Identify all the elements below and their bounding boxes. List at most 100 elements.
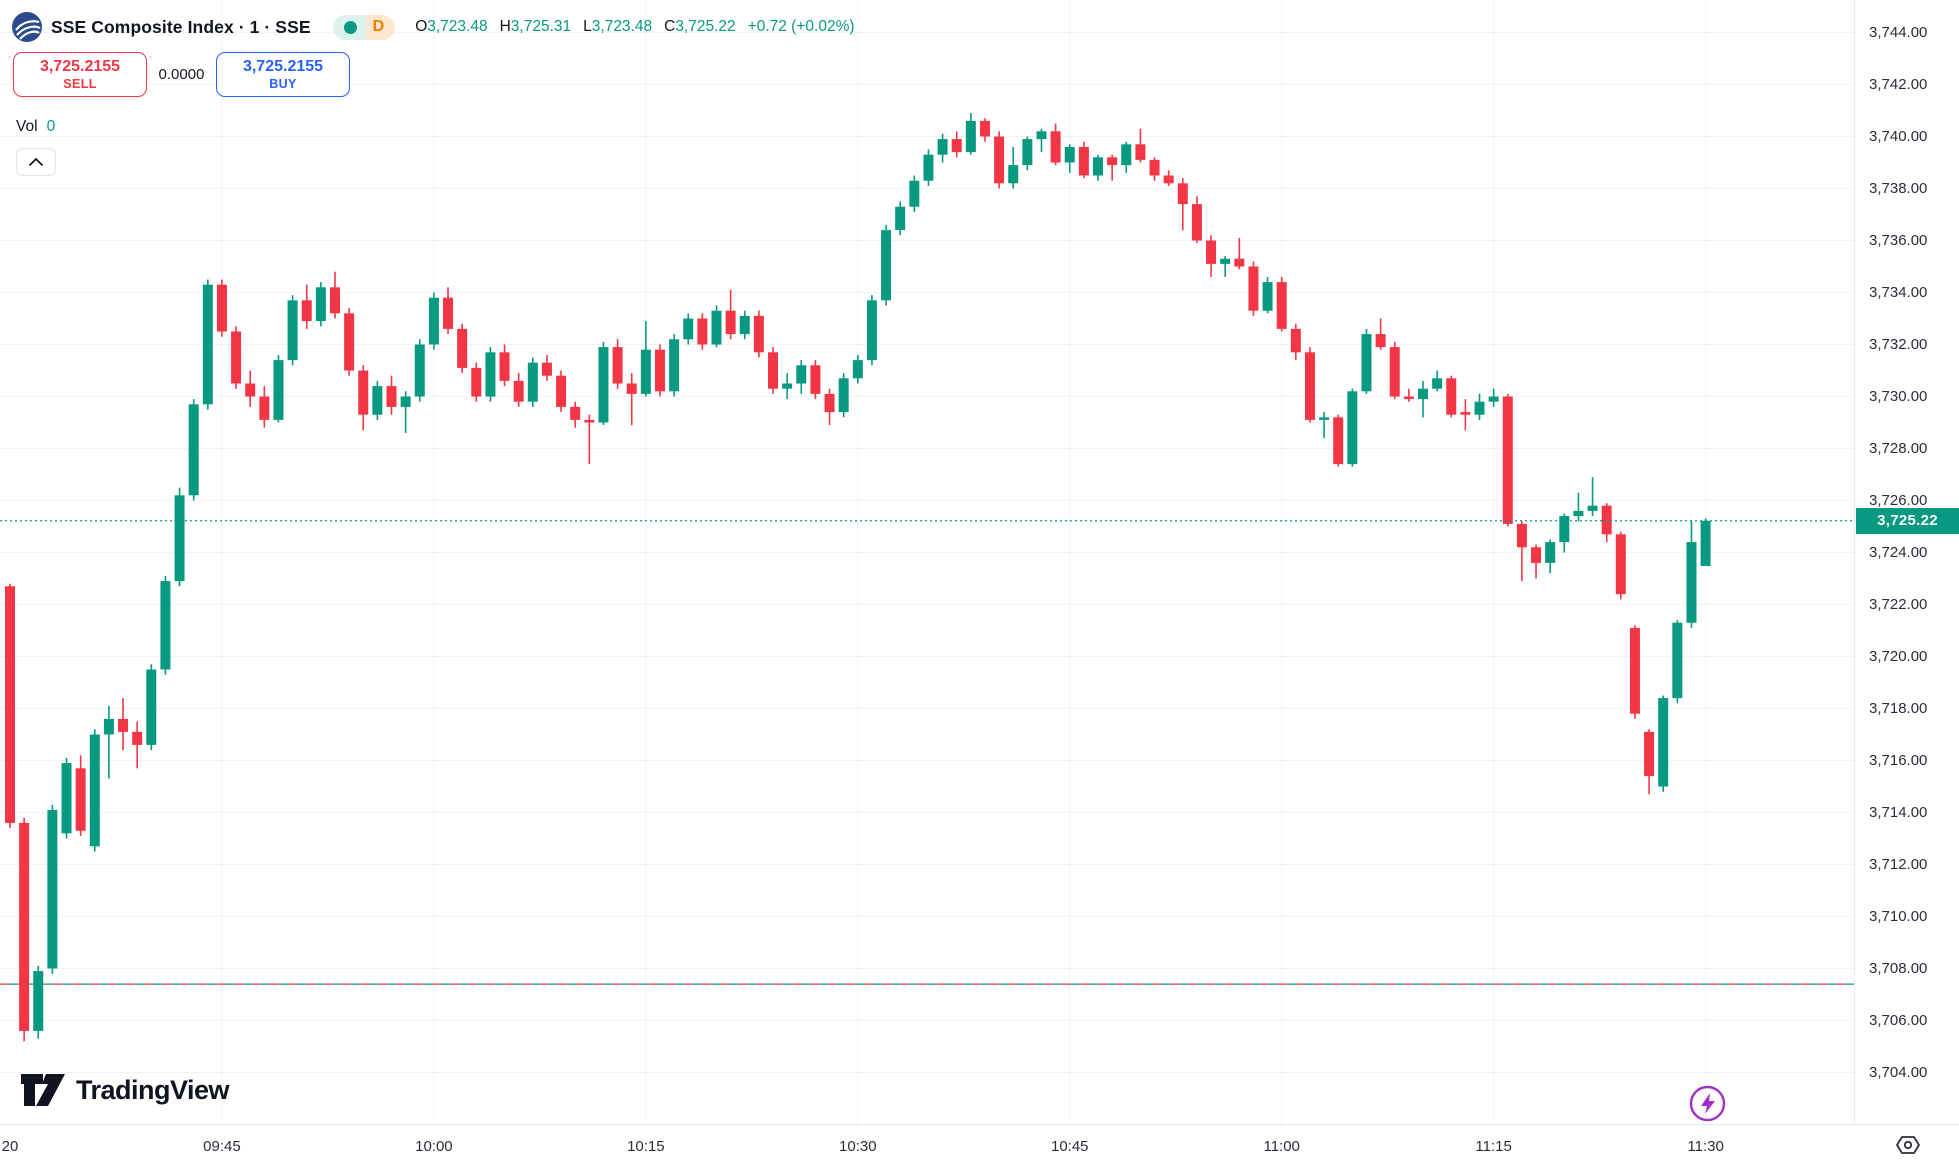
candle-body <box>216 284 227 332</box>
candle-body <box>1022 139 1033 166</box>
candle-body <box>1121 144 1132 166</box>
candle-body <box>33 971 44 1031</box>
candle-body <box>683 318 694 340</box>
candle-body <box>1446 378 1457 415</box>
candle-body <box>753 315 764 353</box>
collapse-pane-button[interactable] <box>16 148 56 176</box>
candle-body <box>1008 165 1019 184</box>
candle-body <box>697 318 708 345</box>
candle-body <box>471 367 482 397</box>
sell-price: 3,725.2155 <box>39 58 121 76</box>
time-tick-label: 10:15 <box>627 1138 665 1155</box>
candle-body <box>937 139 948 155</box>
candle-body <box>386 386 397 407</box>
candle-body <box>188 404 199 496</box>
ohlc-open: O3,723.48 <box>415 18 488 35</box>
candle-body <box>273 360 284 420</box>
settings-hexagon-icon <box>1896 1136 1920 1154</box>
interval-status-pill[interactable]: D <box>332 14 396 40</box>
axis-settings-button[interactable] <box>1895 1133 1921 1157</box>
price-tick-label: 3,706.00 <box>1869 1011 1928 1029</box>
candle-body <box>739 315 750 335</box>
price-tick-label: 3,726.00 <box>1869 491 1928 509</box>
sse-symbol-logo-icon[interactable] <box>12 12 42 42</box>
volume-value: 0 <box>46 118 56 135</box>
candle-body <box>824 393 835 413</box>
time-tick-label: 10:45 <box>1050 1138 1089 1155</box>
candle-body <box>654 349 665 392</box>
sell-button[interactable]: 3,725.2155 SELL <box>13 52 147 97</box>
candle-body <box>75 768 86 831</box>
candle-body <box>1418 388 1428 400</box>
candle-body <box>89 734 100 847</box>
candle-body <box>881 230 892 301</box>
buy-button[interactable]: 3,725.2155 BUY <box>216 52 350 97</box>
candle-body <box>711 310 722 345</box>
candle-body <box>132 731 143 745</box>
time-axis[interactable]: 20 09:45 10:00 10:15 10:30 10:45 11:00 11:15 11:… <box>0 1124 1959 1170</box>
candle-body <box>1672 622 1683 699</box>
current-price-tag: 3,725.22 <box>1856 507 1959 534</box>
candle-body <box>1700 520 1711 567</box>
candle-body <box>570 406 581 420</box>
price-tick-label: 3,734.00 <box>1869 283 1928 301</box>
candle-body <box>838 378 849 413</box>
candle-body <box>443 297 454 329</box>
candle-body <box>584 419 595 423</box>
candle-body <box>1559 516 1570 543</box>
time-tick-label: 11:15 <box>1475 1138 1512 1155</box>
instant-trading-button[interactable] <box>1689 1085 1726 1122</box>
time-tick-label: 10:00 <box>415 1138 453 1155</box>
candle-body <box>1587 505 1598 511</box>
candle-body <box>1375 334 1386 348</box>
price-tick-label: 3,728.00 <box>1869 439 1928 457</box>
candle-body <box>541 362 552 376</box>
candle-body <box>1644 731 1655 777</box>
symbol-title[interactable]: SSE Composite Index · 1 · SSE <box>51 16 311 37</box>
price-tick-label: 3,744.00 <box>1869 23 1928 41</box>
candle-body <box>1686 542 1697 623</box>
candle-body <box>556 375 567 407</box>
price-tick-label: 3,718.00 <box>1869 699 1928 717</box>
candle-body <box>994 136 1005 184</box>
time-tick-label: 09:45 <box>203 1138 241 1155</box>
candle-body <box>626 383 637 394</box>
ohlc-high: H3,725.31 <box>499 18 572 35</box>
ohlc-low: L3,723.48 <box>583 18 653 35</box>
candle-body <box>1191 204 1202 241</box>
candle-body <box>1304 352 1315 420</box>
spread-value: 0.0000 <box>158 66 205 83</box>
candle-body <box>245 383 256 397</box>
candle-body <box>400 396 411 407</box>
price-axis[interactable]: 3,744.00 3,742.00 3,740.00 3,738.00 3,736.00… <box>1854 0 1959 1170</box>
time-tick-label: 11:00 <box>1263 1138 1300 1155</box>
price-tick-label: 3,736.00 <box>1869 231 1928 249</box>
tradingview-mark-icon <box>21 1074 65 1106</box>
candle-body <box>315 287 326 322</box>
time-tick-label: 11:30 <box>1687 1138 1724 1155</box>
candle-body <box>457 328 468 368</box>
candle-body <box>174 495 185 582</box>
candle-body <box>1319 417 1330 420</box>
candle-body <box>1516 523 1527 548</box>
candle-body <box>1545 542 1556 563</box>
candle-body <box>414 344 425 397</box>
candle-body <box>1064 146 1075 163</box>
tradingview-logo[interactable]: TradingView <box>20 1070 230 1110</box>
sell-label: SELL <box>63 76 97 91</box>
price-tick-label: 3,720.00 <box>1869 647 1928 665</box>
price-tick-label: 3,722.00 <box>1869 595 1928 613</box>
candle-body <box>768 352 779 389</box>
candle-body <box>1206 240 1217 264</box>
price-tick-label: 3,712.00 <box>1869 855 1928 873</box>
candle-body <box>1177 183 1188 205</box>
candle-body <box>1531 547 1542 563</box>
candle-body <box>1601 505 1612 535</box>
candle-body <box>499 352 510 381</box>
candle-body <box>1658 698 1669 787</box>
price-tick-label: 3,708.00 <box>1869 959 1928 977</box>
candle-body <box>301 300 312 322</box>
candle-body <box>118 718 129 732</box>
candle-body <box>909 180 920 207</box>
